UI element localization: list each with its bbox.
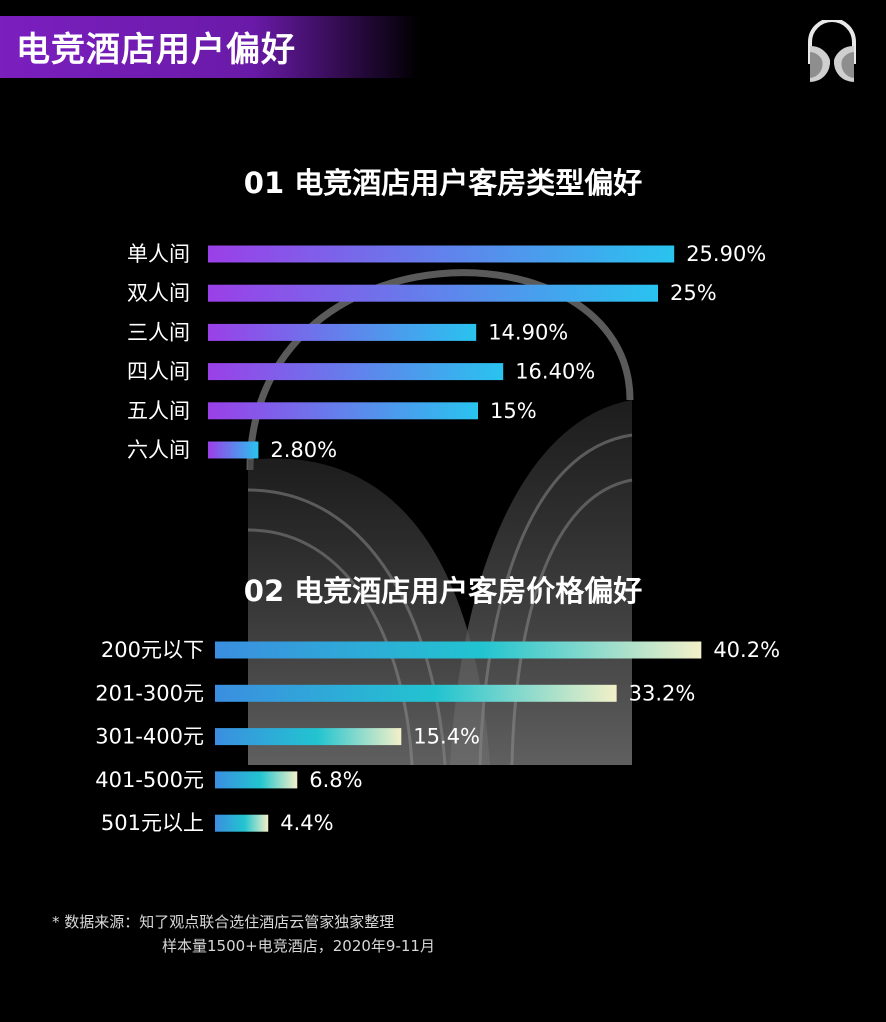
category-label: 双人间	[127, 281, 190, 305]
bar	[208, 441, 259, 459]
bar	[215, 641, 702, 659]
category-label: 501元以上	[101, 811, 204, 835]
footnote: * 数据来源：知了观点联合选住酒店云管家独家整理 样本量1500+电竞酒店，20…	[52, 910, 435, 958]
data-label: 2.80%	[270, 438, 337, 462]
data-label: 6.8%	[309, 768, 362, 792]
room-price-bar-chart: 200元以下 40.2% 201-300元 33.2% 301-400元 15.4% 401…	[95, 638, 780, 835]
category-label: 401-500元	[95, 768, 204, 792]
data-label: 40.2%	[713, 638, 780, 662]
bar	[208, 363, 504, 381]
data-label: 16.40%	[515, 360, 595, 384]
bar	[208, 284, 658, 302]
bar	[208, 245, 675, 263]
data-label: 33.2%	[629, 681, 696, 705]
chart-title-room-price: 02 电竞酒店用户客房价格偏好	[243, 574, 643, 608]
bar	[208, 402, 478, 420]
bar	[215, 814, 269, 832]
data-label: 15.4%	[413, 725, 480, 749]
bar	[215, 728, 402, 746]
bar	[215, 771, 298, 789]
room-type-bar-chart: 单人间 25.90% 双人间 25% 三人间 14.90% 四人间 16.40% 五人间 15% 六…	[127, 242, 766, 462]
bar	[208, 323, 477, 341]
footnote-source: * 数据来源：知了观点联合选住酒店云管家独家整理	[52, 913, 395, 931]
category-label: 200元以下	[101, 638, 204, 662]
chart-title-room-type: 01 电竞酒店用户客房类型偏好	[243, 166, 643, 200]
category-label: 三人间	[127, 320, 190, 344]
bar	[215, 684, 617, 702]
category-label: 六人间	[127, 438, 190, 462]
data-label: 25.90%	[686, 242, 766, 266]
data-label: 15%	[490, 399, 537, 423]
category-label: 五人间	[127, 399, 190, 423]
category-label: 201-300元	[95, 681, 204, 705]
data-label: 4.4%	[280, 811, 333, 835]
header-band	[0, 16, 420, 78]
headphones-logo-icon	[808, 20, 856, 83]
category-label: 四人间	[127, 360, 190, 384]
category-label: 单人间	[127, 242, 190, 266]
footnote-sample: 样本量1500+电竞酒店，2020年9-11月	[162, 937, 435, 955]
data-label: 25%	[670, 281, 717, 305]
category-label: 301-400元	[95, 725, 204, 749]
page-title: 电竞酒店用户偏好	[16, 30, 296, 70]
data-label: 14.90%	[488, 320, 568, 344]
